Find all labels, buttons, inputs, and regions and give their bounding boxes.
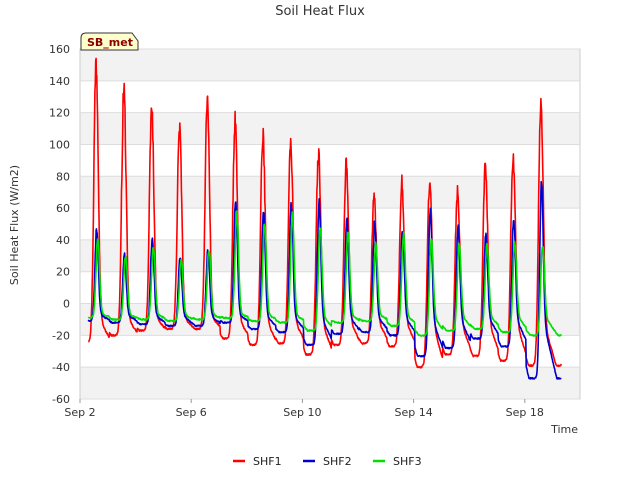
legend-label: SHF2 [323,455,352,468]
y-tick-label: 100 [49,138,70,151]
grid-band [80,367,580,399]
series-line-shf3 [87,210,563,337]
y-axis-label: Soil Heat Flux (W/m2) [8,165,21,285]
grid-band [80,112,580,145]
y-tick-label: 160 [49,43,70,56]
x-tick-label: Sep 14 [394,406,432,419]
grid-band [80,49,580,81]
x-tick-label: Sep 2 [64,406,95,419]
y-tick-label: 0 [63,298,70,311]
legend-item-shf2: SHF2 [303,455,352,468]
y-tick-label: -40 [52,361,70,374]
station-badge-label: SB_met [87,36,133,49]
x-axis-label: Time [550,423,578,436]
legend: SHF1 SHF2 SHF3 [233,455,422,468]
chart-title: Soil Heat Flux [275,4,365,19]
plot-background [79,48,581,400]
series-line-shf1 [87,57,563,369]
y-tick-label: 20 [56,266,70,279]
x-tick-label: Sep 10 [283,406,321,419]
station-badge: SB_met [80,32,139,51]
y-axis-ticks: -60 -40 -20 0 20 40 60 80 100 120 140 160 [49,43,70,406]
y-tick-label: -60 [52,393,70,406]
series-layer [87,57,563,380]
x-axis-ticks: Sep 2 Sep 6 Sep 10 Sep 14 Sep 18 [64,399,544,419]
grid-lines [80,48,580,400]
legend-item-shf1: SHF1 [233,455,282,468]
y-tick-label: 40 [56,234,70,247]
grid-band [80,303,580,336]
x-tick-label: Sep 6 [176,406,207,419]
y-tick-label: -20 [52,329,70,342]
y-tick-label: 60 [56,202,70,215]
legend-label: SHF3 [393,455,422,468]
y-tick-label: 120 [49,107,70,120]
y-tick-label: 140 [49,75,70,88]
y-tick-label: 80 [56,170,70,183]
grid-band [80,176,580,209]
x-tick-label: Sep 18 [506,406,544,419]
plot-area [80,49,580,399]
legend-label: SHF1 [253,455,282,468]
grid-band [80,239,580,272]
legend-item-shf3: SHF3 [373,455,422,468]
